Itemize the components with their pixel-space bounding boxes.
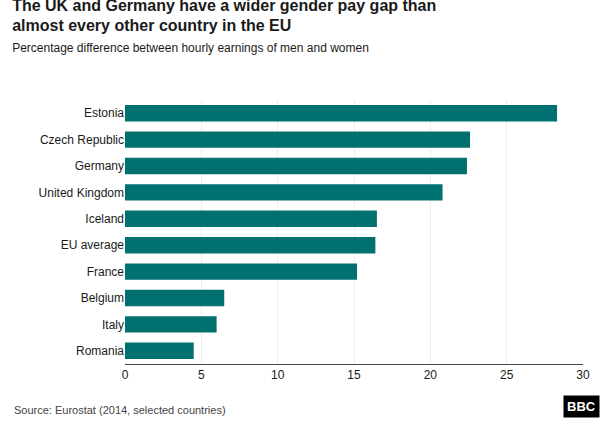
- svg-text:Czech Republic: Czech Republic: [40, 133, 124, 147]
- svg-text:Source: Eurostat (2014, select: Source: Eurostat (2014, selected countri…: [14, 404, 226, 416]
- svg-text:0: 0: [122, 368, 129, 382]
- svg-text:25: 25: [500, 368, 514, 382]
- svg-text:France: France: [87, 265, 125, 279]
- svg-text:Italy: Italy: [102, 318, 124, 332]
- svg-text:Iceland: Iceland: [85, 212, 124, 226]
- svg-text:Romania: Romania: [76, 344, 124, 358]
- svg-text:Germany: Germany: [75, 159, 124, 173]
- svg-text:Estonia: Estonia: [84, 106, 124, 120]
- svg-text:The UK and Germany have a wide: The UK and Germany have a wider gender p…: [12, 0, 436, 55]
- svg-text:30: 30: [576, 368, 590, 382]
- svg-text:15: 15: [347, 368, 361, 382]
- svg-text:United Kingdom: United Kingdom: [39, 186, 124, 200]
- svg-text:5: 5: [198, 368, 205, 382]
- svg-text:20: 20: [424, 368, 438, 382]
- svg-text:BBC: BBC: [567, 399, 596, 414]
- svg-text:10: 10: [271, 368, 285, 382]
- svg-text:EU average: EU average: [61, 238, 125, 252]
- svg-text:Belgium: Belgium: [81, 291, 124, 305]
